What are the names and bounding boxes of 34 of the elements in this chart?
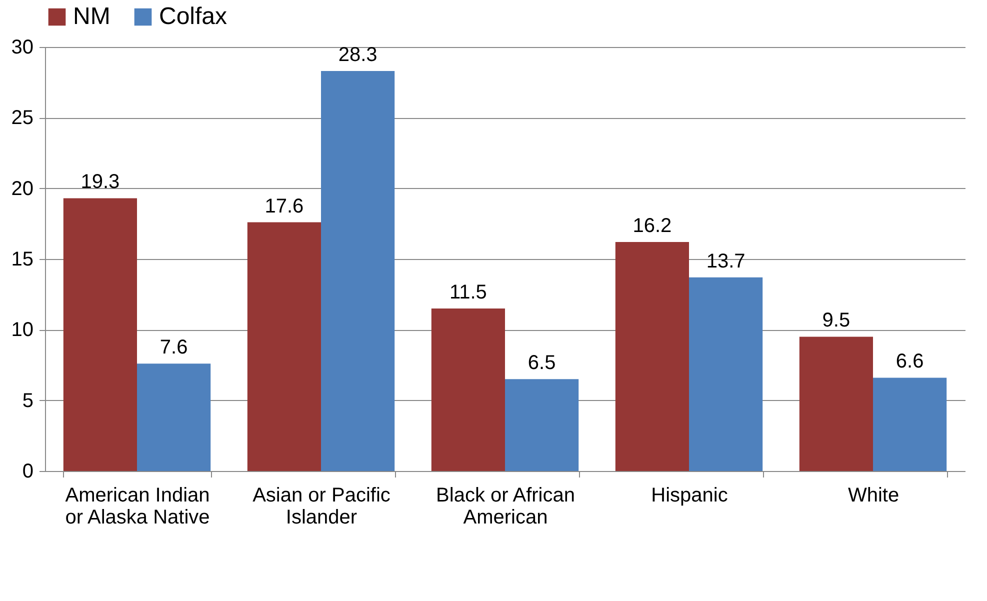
y-tick-label: 25: [11, 107, 34, 130]
data-label: 6.6: [896, 350, 924, 373]
bar: [431, 308, 505, 471]
bar: [63, 198, 137, 471]
data-label: 7.6: [160, 336, 188, 359]
data-label: 17.6: [264, 195, 304, 218]
data-label: 16.2: [632, 215, 672, 238]
x-tick-label: Hispanic: [651, 484, 728, 506]
bar: [247, 222, 321, 471]
y-tick-label: 20: [11, 178, 34, 200]
y-tick-label: 10: [11, 319, 34, 342]
bar: [799, 336, 873, 471]
x-tick-label: Asian or Pacific Islander: [252, 484, 390, 528]
x-tick-label: White: [848, 484, 900, 506]
bar: [873, 378, 947, 471]
x-tick-label: Black or African American: [436, 484, 575, 528]
bar: [689, 277, 763, 471]
bar: [505, 379, 579, 471]
legend-label: Colfax: [159, 3, 228, 30]
data-label: 13.7: [706, 250, 746, 272]
bar: [321, 71, 395, 471]
data-label: 19.3: [80, 171, 120, 194]
y-tick-label: 0: [22, 460, 34, 482]
data-label: 11.5: [449, 281, 487, 304]
x-tick-label: American Indian or Alaska Native: [65, 484, 210, 528]
bar: [137, 364, 211, 471]
data-label: 9.5: [822, 310, 850, 332]
data-label: 6.5: [528, 352, 556, 374]
legend-label: NM: [73, 3, 110, 30]
y-tick-label: 30: [11, 36, 34, 58]
data-label: 28.3: [338, 44, 378, 66]
y-tick-label: 15: [11, 248, 34, 270]
bar: [615, 242, 689, 471]
y-tick-label: 5: [22, 390, 34, 412]
